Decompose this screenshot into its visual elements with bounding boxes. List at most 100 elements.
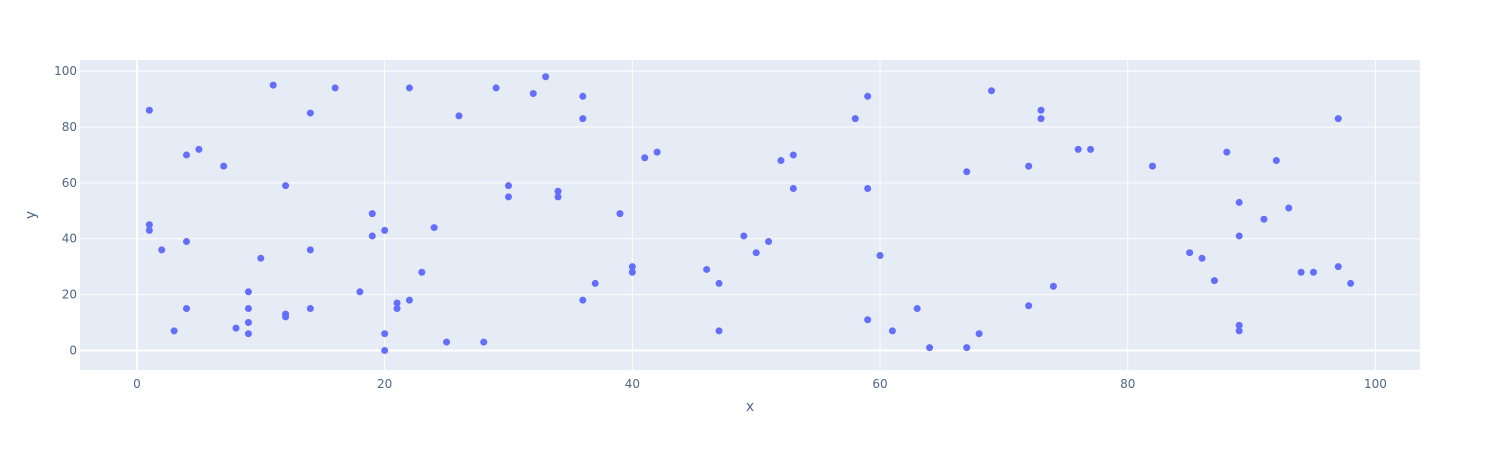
data-point: [1260, 215, 1268, 223]
data-point: [1025, 162, 1033, 170]
data-point: [405, 84, 413, 92]
data-point: [282, 182, 290, 190]
x-tick-label: 40: [625, 377, 640, 391]
data-point: [529, 90, 537, 98]
data-point: [1074, 145, 1082, 153]
data-point: [393, 305, 401, 313]
data-point: [244, 330, 252, 338]
data-point: [1347, 279, 1355, 287]
x-tick-label: 60: [872, 377, 887, 391]
data-point: [356, 288, 364, 296]
data-point: [195, 145, 203, 153]
data-point: [653, 148, 661, 156]
data-point: [628, 268, 636, 276]
data-point: [789, 151, 797, 159]
data-point: [393, 299, 401, 307]
data-point: [1235, 232, 1243, 240]
data-point: [1334, 115, 1342, 123]
gridlines: [80, 60, 1420, 370]
data-point: [628, 263, 636, 271]
y-axis-title: y: [23, 211, 39, 219]
data-point: [963, 168, 971, 176]
data-point: [864, 316, 872, 324]
data-point: [244, 288, 252, 296]
data-point: [1272, 157, 1280, 165]
data-point: [715, 327, 723, 335]
data-point: [430, 224, 438, 232]
data-point: [1235, 198, 1243, 206]
data-point: [244, 305, 252, 313]
data-point: [220, 162, 228, 170]
data-point: [368, 210, 376, 218]
data-point: [1148, 162, 1156, 170]
data-point: [1285, 204, 1293, 212]
data-point: [405, 296, 413, 304]
data-point: [740, 232, 748, 240]
data-point: [616, 210, 624, 218]
zero-lines: [80, 60, 1420, 370]
data-point: [1297, 268, 1305, 276]
data-point: [579, 296, 587, 304]
data-point: [579, 115, 587, 123]
data-point: [554, 193, 562, 201]
data-point: [1309, 268, 1317, 276]
data-point: [145, 221, 153, 229]
data-point: [851, 115, 859, 123]
data-point: [1049, 282, 1057, 290]
data-point: [641, 154, 649, 162]
data-point: [443, 338, 451, 346]
data-point: [257, 254, 265, 262]
x-axis-title: x: [746, 399, 754, 415]
data-point: [888, 327, 896, 335]
y-tick-label: 40: [62, 232, 77, 246]
data-point: [926, 344, 934, 352]
data-point: [170, 327, 178, 335]
data-point: [591, 279, 599, 287]
data-point: [368, 232, 376, 240]
x-axis-ticks: 0 20 40 60 80 100: [133, 377, 1387, 391]
data-point: [381, 226, 389, 234]
data-point: [975, 330, 983, 338]
x-tick-label: 0: [133, 377, 141, 391]
x-tick-label: 20: [377, 377, 392, 391]
data-point: [1334, 263, 1342, 271]
data-point: [777, 157, 785, 165]
data-point: [418, 268, 426, 276]
data-point: [269, 81, 277, 89]
data-point: [381, 346, 389, 354]
data-point: [492, 84, 500, 92]
data-point: [145, 226, 153, 234]
data-point: [765, 238, 773, 246]
data-point: [715, 279, 723, 287]
data-point: [1210, 277, 1218, 285]
data-point: [1186, 249, 1194, 257]
data-point: [1037, 106, 1045, 114]
data-point: [1037, 115, 1045, 123]
data-point: [864, 184, 872, 192]
data-point: [505, 182, 513, 190]
data-point: [1025, 302, 1033, 310]
y-tick-label: 0: [69, 343, 77, 357]
data-point: [703, 265, 711, 273]
data-point: [876, 251, 884, 259]
data-point: [913, 305, 921, 313]
data-point: [455, 112, 463, 120]
data-points: [145, 73, 1355, 354]
data-point: [306, 246, 314, 254]
data-point: [1235, 321, 1243, 329]
data-point: [752, 249, 760, 257]
data-point: [1223, 148, 1231, 156]
data-point: [145, 106, 153, 114]
data-point: [864, 92, 872, 100]
x-tick-label: 80: [1120, 377, 1135, 391]
data-point: [282, 313, 290, 321]
plot-area: [80, 60, 1420, 370]
data-point: [1087, 145, 1095, 153]
data-point: [579, 92, 587, 100]
x-tick-label: 100: [1364, 377, 1387, 391]
data-point: [987, 87, 995, 95]
data-point: [306, 109, 314, 117]
data-point: [1198, 254, 1206, 262]
data-point: [183, 151, 191, 159]
